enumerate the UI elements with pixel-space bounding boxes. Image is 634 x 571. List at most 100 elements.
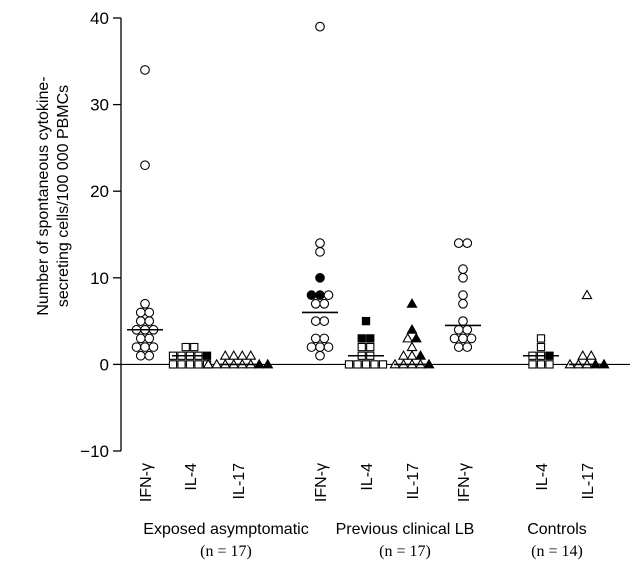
data-point-square <box>194 360 203 369</box>
data-point-circle <box>131 342 142 352</box>
data-point-triangle <box>228 350 240 360</box>
y-axis-title-line: Number of spontaneous cytokine- <box>35 76 52 315</box>
group-previous-clinical-lb <box>302 21 435 369</box>
data-point-circle <box>319 316 330 326</box>
data-point-square <box>536 334 546 343</box>
data-point-square <box>366 334 375 343</box>
data-point-square <box>181 342 190 352</box>
data-point-circle <box>148 342 159 352</box>
data-point-square <box>177 360 186 369</box>
group-label: Controls <box>527 521 587 538</box>
data-point-circle <box>135 350 146 361</box>
data-point-triangle <box>577 350 589 360</box>
data-point-circle <box>135 333 146 344</box>
data-point-square <box>366 342 375 352</box>
data-point-circle <box>140 342 150 352</box>
data-point-circle <box>458 272 468 283</box>
category-label: IL-17 <box>580 463 597 500</box>
data-point-square <box>357 334 366 343</box>
data-point-triangle <box>245 350 257 360</box>
data-point-square <box>353 360 362 369</box>
data-point-circle <box>306 342 317 352</box>
data-point-circle <box>319 333 330 344</box>
data-point-triangle <box>202 358 214 369</box>
y-axis-title-text: Number of spontaneous cytokine-secreting… <box>35 76 72 315</box>
data-point-circle <box>319 298 330 309</box>
data-point-circle <box>458 298 468 309</box>
group-sample-size: (n = 14) <box>531 543 583 560</box>
data-point-square <box>378 360 388 369</box>
data-point-circle <box>462 342 473 352</box>
data-point-triangle <box>406 341 418 352</box>
data-point-triangle <box>402 332 414 343</box>
data-point-circle <box>458 290 468 300</box>
y-tick-label: −10 <box>80 442 109 461</box>
y-tick-label: 20 <box>90 182 109 201</box>
data-point-square <box>185 360 195 369</box>
data-point-circle <box>144 333 155 344</box>
data-point-square <box>190 342 199 352</box>
data-point-circle <box>466 333 477 344</box>
group-controls <box>445 238 610 369</box>
y-tick-label: 30 <box>90 96 109 115</box>
data-point-circle <box>315 290 325 300</box>
data-point-square <box>370 360 379 369</box>
data-point-circle <box>310 298 321 309</box>
data-point-circle <box>458 316 468 326</box>
data-point-square <box>361 360 371 369</box>
data-point-circle <box>144 316 155 326</box>
data-point-circle <box>315 21 325 32</box>
data-point-triangle <box>397 350 410 360</box>
data-point-circle <box>458 333 468 344</box>
data-point-circle <box>462 324 473 335</box>
data-point-circle <box>140 65 150 75</box>
data-point-circle <box>144 307 155 318</box>
data-point-triangle <box>253 358 265 369</box>
category-label: IL-4 <box>534 463 551 491</box>
data-point-circle <box>453 238 464 249</box>
data-point-circle <box>462 238 473 249</box>
data-point-triangle <box>262 358 274 369</box>
data-point-circle <box>315 350 325 361</box>
data-point-triangle <box>585 350 597 360</box>
data-point-square <box>357 342 366 352</box>
data-point-circle <box>135 316 146 326</box>
data-point-circle <box>135 307 146 318</box>
y-tick-label: 10 <box>90 269 109 288</box>
data-point-circle <box>140 298 150 309</box>
data-point-triangle <box>406 298 418 308</box>
data-point-circle <box>453 324 464 335</box>
category-label: IL-17 <box>231 463 248 500</box>
data-point-circle <box>310 316 321 326</box>
data-point-circle <box>453 342 464 352</box>
x-axis-labels: IFN-γ IL-4 IL-17 Exposed asymptomatic (n = 1… <box>138 463 597 560</box>
group-label: Previous clinical LB <box>336 521 475 538</box>
category-label: IFN-γ <box>313 463 330 502</box>
category-label: IFN-γ <box>456 463 473 502</box>
group-sample-size: (n = 17) <box>379 543 431 560</box>
data-point-circle <box>315 238 325 249</box>
data-point-square <box>536 360 546 369</box>
data-point-triangle <box>406 324 418 334</box>
group-sample-size: (n = 17) <box>200 543 252 560</box>
data-point-square <box>545 360 554 369</box>
data-point-circle <box>144 350 155 361</box>
category-label: IL-17 <box>405 463 422 500</box>
data-point-square <box>528 360 537 369</box>
data-point-triangle <box>236 350 248 360</box>
y-axis: −10 0 10 20 30 40 <box>80 9 122 461</box>
data-point-circle <box>306 290 317 300</box>
plot-marks <box>127 21 610 369</box>
data-point-triangle <box>211 358 223 369</box>
data-point-circle <box>315 272 325 283</box>
y-tick-label: 40 <box>90 9 109 28</box>
data-point-square <box>361 316 371 326</box>
group-exposed-asymptomatic <box>127 65 274 369</box>
y-axis-title: Number of spontaneous cytokine-secreting… <box>35 76 72 315</box>
data-point-circle <box>449 333 460 344</box>
category-label: IL-4 <box>359 463 376 491</box>
data-point-circle <box>315 246 325 257</box>
data-point-triangle <box>219 350 231 360</box>
data-point-square <box>168 360 178 369</box>
